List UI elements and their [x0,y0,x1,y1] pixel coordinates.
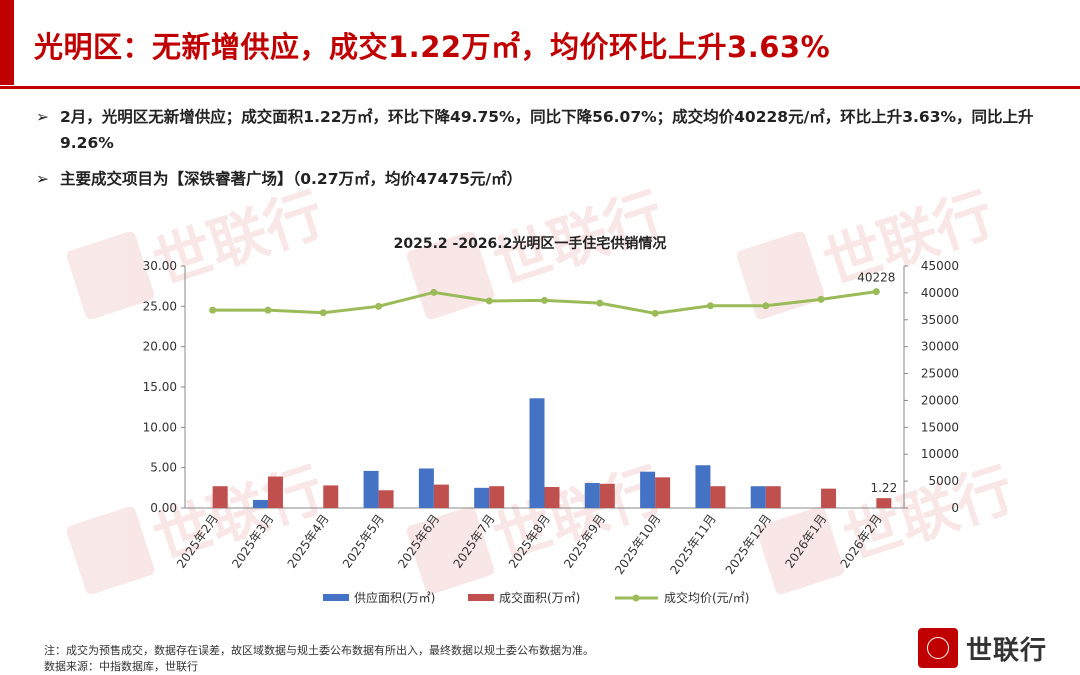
title-accent-bar [0,0,14,85]
point-price [319,309,327,317]
point-price [375,302,383,310]
logo-text: 世联行 [966,635,1048,666]
point-price [762,302,770,310]
y-tick-label: 5.00 [150,461,177,475]
data-source-note: 数据来源：中指数据库，世联行 [44,660,198,673]
data-label-deal: 1.22 [870,481,897,495]
x-tick-label: 2025年2月 [174,512,221,571]
bullet-arrow-icon: ➢ [36,108,49,126]
point-price [209,306,217,314]
y2-tick-label: 10000 [921,447,959,461]
bullet-text: 2月，光明区无新增供应；成交面积1.22万㎡，环比下降49.75%，同比下降56… [60,108,1034,152]
bullet-summary: ➢ 2月，光明区无新增供应；成交面积1.22万㎡，环比下降49.75%，同比下降… [36,104,1046,156]
point-price [430,288,438,296]
bullet-main-project: ➢ 主要成交项目为【深铁睿著广场】（0.27万㎡，均价47475元/㎡） [36,166,1046,192]
point-price [706,302,714,310]
bar-supply [363,470,379,508]
x-tick-label: 2025年11月 [667,512,719,577]
legend-label-deal: 成交面积(万㎡) [499,590,580,605]
bar-supply [418,468,434,508]
y2-tick-label: 25000 [921,367,959,381]
y2-tick-label: 0 [951,501,959,515]
point-price [817,295,825,303]
bar-deal [323,485,339,508]
bar-deal [655,477,671,508]
x-tick-label: 2025年10月 [612,512,664,577]
bar-deal [599,483,615,508]
x-tick-label: 2025年3月 [229,512,276,571]
title-divider [0,86,1080,89]
y2-tick-label: 5000 [928,474,959,488]
point-price [596,299,604,307]
company-logo: 世联行 [918,628,1047,668]
chart-title: 2025.2 -2026.2光明区一手住宅供销情况 [394,235,667,252]
point-price [485,297,493,305]
footnote: 注：成交为预售成交，数据存在误差，故区域数据与规土委公布数据有所出入，最终数据以… [44,644,594,657]
legend-swatch-supply [323,594,349,601]
point-price [872,288,880,296]
y2-tick-label: 15000 [921,420,959,434]
y-tick-label: 15.00 [143,380,177,394]
bar-supply [529,398,545,508]
bar-deal [544,487,560,508]
bar-supply [640,471,656,508]
x-tick-label: 2025年8月 [506,512,553,571]
bar-deal [876,498,892,508]
x-tick-label: 2025年9月 [561,512,608,571]
data-label-price: 40228 [857,271,895,285]
y-tick-label: 25.00 [143,299,177,313]
x-tick-label: 2026年1月 [782,512,829,571]
y2-tick-label: 35000 [921,313,959,327]
logo-seal-icon [918,628,958,668]
y-tick-label: 0.00 [150,501,177,515]
bar-supply [695,465,711,508]
legend-label-supply: 供应面积(万㎡) [354,590,435,605]
bullet-text: 主要成交项目为【深铁睿著广场】（0.27万㎡，均价47475元/㎡） [60,170,523,188]
bar-deal [765,486,781,508]
bar-supply [474,487,490,508]
y-tick-label: 30.00 [143,259,177,273]
y-tick-label: 20.00 [143,340,177,354]
y2-tick-label: 40000 [921,286,959,300]
bar-deal [489,486,505,508]
legend-swatch-deal [468,594,494,601]
legend-marker-price [632,594,640,602]
bar-deal [710,486,726,508]
bullet-arrow-icon: ➢ [36,170,49,188]
y2-tick-label: 30000 [921,340,959,354]
bar-supply [750,486,766,508]
bar-deal [433,484,449,508]
page-title: 光明区：无新增供应，成交1.22万㎡，均价环比上升3.63% [34,30,831,64]
x-tick-label: 2026年2月 [838,512,885,571]
bar-supply [252,499,268,508]
bar-deal [378,490,394,508]
y2-tick-label: 45000 [921,259,959,273]
bar-deal [821,488,837,508]
x-tick-label: 2025年5月 [340,512,387,571]
point-price [541,296,548,304]
bar-deal [212,486,228,508]
y-tick-label: 10.00 [143,420,177,434]
x-tick-label: 2025年6月 [395,512,442,571]
bar-deal [267,476,283,508]
supply-sales-chart: 2025.2 -2026.2光明区一手住宅供销情况 0.00 5.00 10.00 15… [143,235,959,605]
bar-supply [584,482,600,508]
y2-tick-label: 20000 [921,393,959,407]
point-price [264,306,272,314]
x-tick-label: 2025年7月 [451,512,498,571]
legend-label-price: 成交均价(元/㎡) [664,590,749,605]
point-price [651,309,659,317]
x-tick-label: 2025年4月 [285,512,332,571]
x-tick-label: 2025年12月 [723,512,775,577]
